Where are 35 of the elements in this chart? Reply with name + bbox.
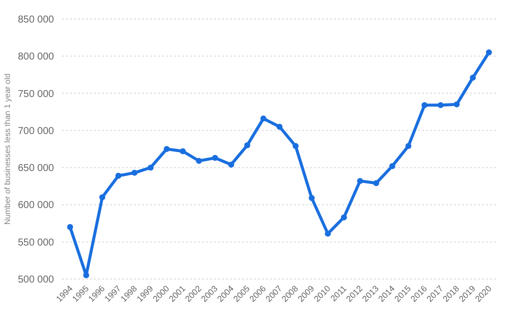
point — [373, 180, 380, 186]
point — [292, 143, 299, 150]
point — [454, 101, 460, 108]
point — [389, 163, 396, 170]
point — [308, 195, 315, 202]
point — [470, 74, 476, 81]
point — [340, 214, 347, 220]
point — [324, 230, 331, 237]
point — [212, 154, 218, 161]
point — [132, 170, 138, 176]
point — [438, 102, 444, 108]
y-tick-label: 850 000 — [18, 14, 54, 26]
point — [164, 146, 170, 152]
y-tick-label: 600 000 — [18, 200, 54, 212]
y-tick-label: 750 000 — [18, 88, 54, 100]
point — [196, 158, 202, 164]
point — [405, 143, 412, 150]
point — [357, 178, 364, 184]
y-tick-label: 550 000 — [18, 237, 54, 248]
point — [148, 164, 154, 171]
y-tick-label: 650 000 — [18, 163, 54, 174]
y-tick-label: 800 000 — [18, 52, 54, 63]
point — [180, 148, 186, 154]
point — [67, 224, 74, 230]
point — [244, 142, 250, 148]
y-tick-label: 700 000 — [18, 126, 54, 137]
point — [260, 116, 266, 122]
point — [276, 124, 282, 130]
point — [99, 194, 106, 200]
point — [422, 102, 428, 108]
y-tick-label: 500 000 — [18, 274, 54, 286]
y-axis-title: Number of businesses less than 1 year old — [3, 73, 12, 225]
point — [228, 162, 234, 168]
point — [115, 172, 122, 179]
point — [486, 49, 492, 56]
